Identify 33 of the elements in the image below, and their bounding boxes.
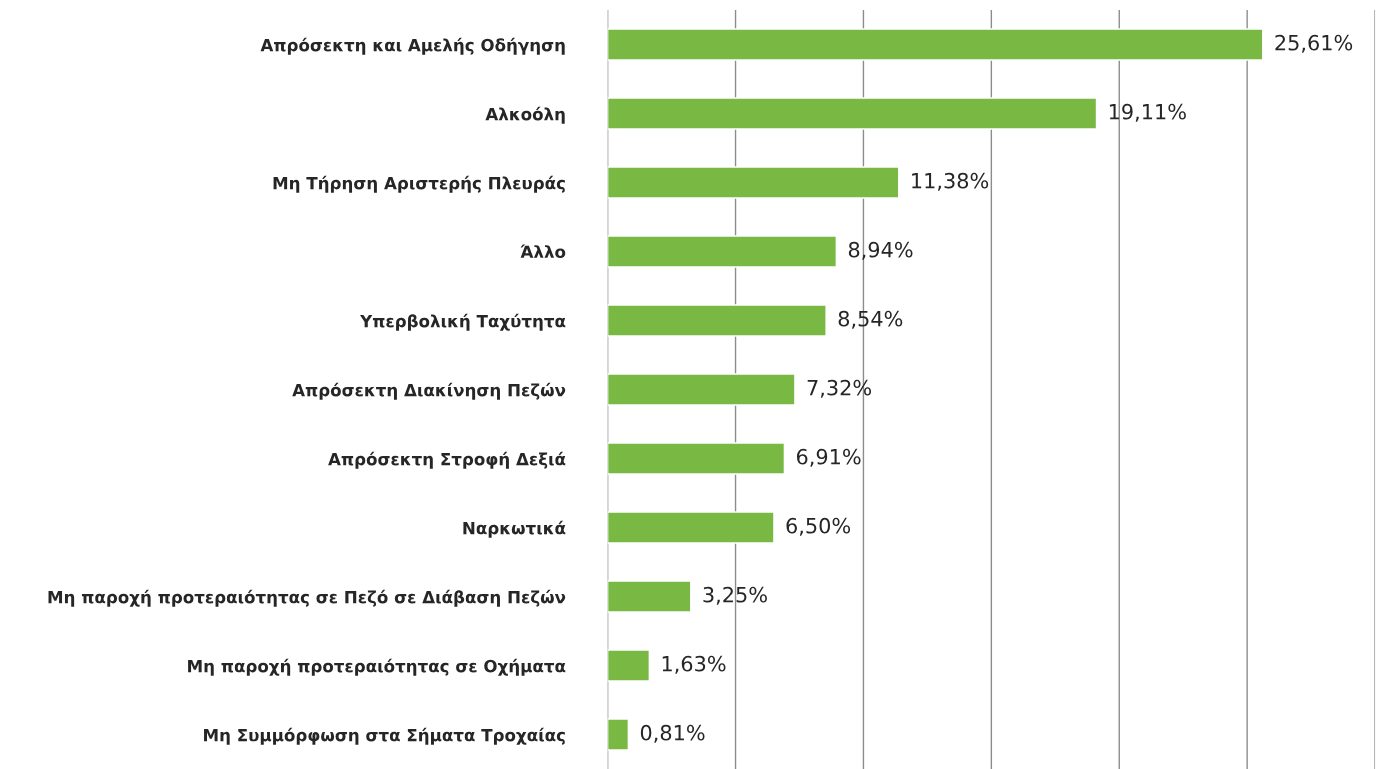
bar: [607, 28, 1264, 61]
bar: [607, 442, 786, 475]
y-tick-label: Ναρκωτικά: [463, 520, 566, 538]
y-tick-label: Απρόσεκτη Στροφή Δεξιά: [328, 451, 566, 469]
y-tick-label: Αλκοόλη: [485, 106, 565, 124]
y-tick-label: Μη παροχή προτεραιότητας σε Πεζό σε Διάβαση Πεζών: [48, 589, 566, 607]
data-label: 1,63%: [662, 655, 726, 674]
data-label: 3,25%: [703, 586, 767, 605]
y-tick-label: Μη Τήρηση Αριστερής Πλευράς: [273, 175, 565, 193]
y-tick-label: Απρόσεκτη και Αμελής Οδήγηση: [260, 37, 565, 55]
y-tick-label: Υπερβολική Ταχύτητα: [360, 313, 566, 331]
y-tick-label: Απρόσεκτη Διακίνηση Πεζών: [292, 382, 566, 400]
bar: [607, 580, 692, 613]
bar: [607, 235, 838, 268]
data-label: 6,91%: [796, 448, 861, 467]
bar: [607, 373, 796, 406]
bar: [607, 304, 827, 337]
data-label: 11,38%: [912, 172, 989, 191]
data-label: 25,61%: [1275, 34, 1353, 53]
data-label: 6,50%: [786, 517, 851, 536]
bar: [607, 511, 775, 544]
y-tick-label: Μη Συμμόρφωση στα Σήματα Τροχαίας: [204, 727, 565, 745]
data-label: 8,54%: [838, 310, 903, 329]
bar: [607, 97, 1098, 130]
data-label: 8,94%: [848, 241, 913, 260]
y-tick-label: Άλλο: [520, 244, 566, 259]
data-label: 19,11%: [1109, 103, 1186, 122]
bar: [607, 649, 651, 682]
data-label: 7,32%: [807, 379, 872, 398]
bar: [607, 166, 900, 199]
data-label: 0,81%: [640, 724, 705, 743]
bar: [607, 718, 630, 751]
y-tick-label: Μη παροχή προτεραιότητας σε Οχήματα: [188, 658, 566, 676]
